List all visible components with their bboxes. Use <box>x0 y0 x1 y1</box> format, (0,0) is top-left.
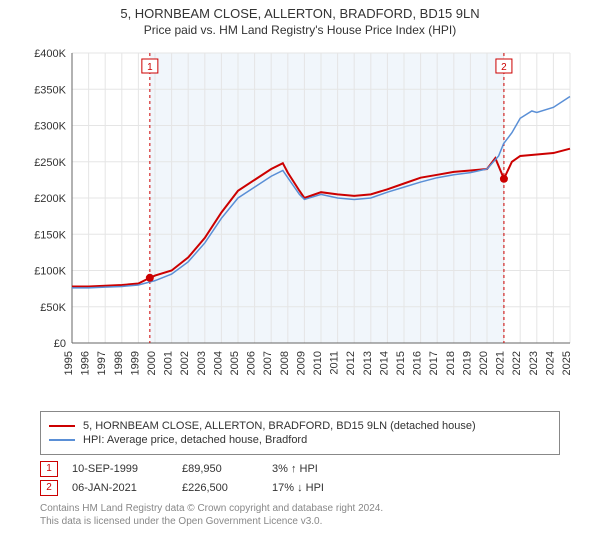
svg-text:2025: 2025 <box>561 351 573 375</box>
svg-text:2003: 2003 <box>196 351 208 375</box>
svg-text:2012: 2012 <box>345 351 357 375</box>
svg-text:1: 1 <box>147 62 153 73</box>
legend-label: 5, HORNBEAM CLOSE, ALLERTON, BRADFORD, B… <box>83 420 476 432</box>
svg-text:2021: 2021 <box>495 351 507 375</box>
svg-text:2015: 2015 <box>395 351 407 375</box>
chart-titles: 5, HORNBEAM CLOSE, ALLERTON, BRADFORD, B… <box>0 0 600 37</box>
svg-text:2000: 2000 <box>146 351 158 375</box>
svg-text:2017: 2017 <box>428 351 440 375</box>
svg-text:2005: 2005 <box>229 351 241 375</box>
svg-text:2004: 2004 <box>212 351 224 375</box>
svg-text:£200K: £200K <box>34 193 66 205</box>
svg-text:1995: 1995 <box>63 351 75 375</box>
svg-text:£150K: £150K <box>34 229 66 241</box>
svg-text:2023: 2023 <box>528 351 540 375</box>
marker-diff: 17% ↓ HPI <box>272 482 362 494</box>
marker-row: 2 06-JAN-2021 £226,500 17% ↓ HPI <box>40 480 560 496</box>
svg-text:1996: 1996 <box>80 351 92 375</box>
marker-date: 06-JAN-2021 <box>72 482 182 494</box>
marker-price: £226,500 <box>182 482 272 494</box>
legend-row: 5, HORNBEAM CLOSE, ALLERTON, BRADFORD, B… <box>49 420 551 432</box>
footer-line: This data is licensed under the Open Gov… <box>40 515 560 528</box>
footer-attribution: Contains HM Land Registry data © Crown c… <box>40 502 560 528</box>
svg-text:1997: 1997 <box>96 351 108 375</box>
svg-text:2020: 2020 <box>478 351 490 375</box>
legend-box: 5, HORNBEAM CLOSE, ALLERTON, BRADFORD, B… <box>40 411 560 455</box>
svg-text:2002: 2002 <box>179 351 191 375</box>
legend-swatch <box>49 425 75 427</box>
marker-row: 1 10-SEP-1999 £89,950 3% ↑ HPI <box>40 461 560 477</box>
title-line-1: 5, HORNBEAM CLOSE, ALLERTON, BRADFORD, B… <box>0 6 600 21</box>
svg-text:£0: £0 <box>54 338 66 350</box>
legend-label: HPI: Average price, detached house, Brad… <box>83 434 307 446</box>
svg-text:2009: 2009 <box>295 351 307 375</box>
svg-text:2006: 2006 <box>246 351 258 375</box>
title-line-2: Price paid vs. HM Land Registry's House … <box>0 23 600 37</box>
svg-text:2019: 2019 <box>461 351 473 375</box>
svg-text:2: 2 <box>501 62 507 73</box>
svg-text:2010: 2010 <box>312 351 324 375</box>
svg-text:2018: 2018 <box>445 351 457 375</box>
svg-text:2011: 2011 <box>329 351 341 375</box>
svg-text:2001: 2001 <box>163 351 175 375</box>
svg-text:£250K: £250K <box>34 157 66 169</box>
svg-text:£100K: £100K <box>34 266 66 278</box>
marker-date: 10-SEP-1999 <box>72 463 182 475</box>
svg-text:£350K: £350K <box>34 84 66 96</box>
marker-table: 1 10-SEP-1999 £89,950 3% ↑ HPI 2 06-JAN-… <box>40 461 560 496</box>
svg-text:2016: 2016 <box>412 351 424 375</box>
svg-text:2024: 2024 <box>544 351 556 375</box>
svg-text:£50K: £50K <box>40 302 66 314</box>
svg-text:2007: 2007 <box>262 351 274 375</box>
marker-badge: 2 <box>40 480 58 496</box>
svg-text:£300K: £300K <box>34 121 66 133</box>
svg-text:1998: 1998 <box>113 351 125 375</box>
svg-text:1999: 1999 <box>129 351 141 375</box>
marker-badge: 1 <box>40 461 58 477</box>
svg-text:2008: 2008 <box>279 351 291 375</box>
svg-text:2014: 2014 <box>378 351 390 375</box>
svg-text:2013: 2013 <box>362 351 374 375</box>
marker-price: £89,950 <box>182 463 272 475</box>
svg-text:£400K: £400K <box>34 48 66 60</box>
legend-row: HPI: Average price, detached house, Brad… <box>49 434 551 446</box>
price-chart: £0 £50K £100K £150K £200K £250K £300K £350K £400… <box>20 43 580 403</box>
marker-diff: 3% ↑ HPI <box>272 463 362 475</box>
footer-line: Contains HM Land Registry data © Crown c… <box>40 502 560 515</box>
legend-swatch <box>49 439 75 441</box>
svg-text:2022: 2022 <box>511 351 523 375</box>
